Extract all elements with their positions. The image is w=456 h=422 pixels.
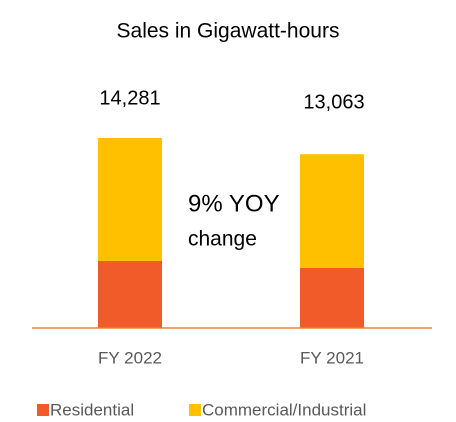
x-tick-label: FY 2021 <box>300 348 364 367</box>
legend-label: Commercial/Industrial <box>202 400 366 419</box>
chart-title: Sales in Gigawatt-hours <box>117 20 340 43</box>
legend-swatch <box>189 404 201 416</box>
legend-swatch <box>37 404 49 416</box>
x-tick-label: FY 2022 <box>98 348 162 367</box>
bar-segment <box>300 267 364 328</box>
total-label: 13,063 <box>303 91 364 113</box>
bar-segment <box>98 260 162 328</box>
legend-label: Residential <box>50 400 134 419</box>
bar-segment <box>98 138 162 261</box>
bar-segment <box>300 154 364 268</box>
annotation: change <box>188 228 257 251</box>
total-label: 14,281 <box>99 87 160 109</box>
annotation: 9% YOY <box>188 190 280 217</box>
